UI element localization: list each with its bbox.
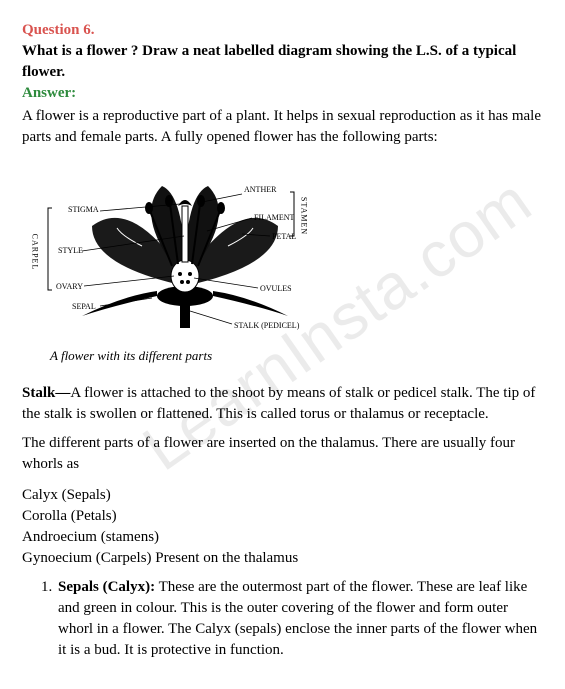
stalk-body: A flower is attached to the shoot by mea… bbox=[22, 385, 535, 422]
list-item-lead: Sepals (Calyx): bbox=[58, 579, 155, 595]
numbered-list: Sepals (Calyx): These are the outermost … bbox=[22, 577, 543, 661]
answer-label: Answer: bbox=[22, 83, 543, 104]
diagram-caption: A flower with its different parts bbox=[50, 347, 543, 365]
whorl-item: Calyx (Sepals) bbox=[22, 485, 543, 506]
label-carpel: CARPEL bbox=[31, 234, 40, 271]
whorl-item: Androecium (stamens) bbox=[22, 527, 543, 548]
label-anther: ANTHER bbox=[244, 185, 277, 194]
label-stamen: STAMEN bbox=[300, 197, 309, 235]
whorl-item: Corolla (Petals) bbox=[22, 506, 543, 527]
label-ovary: OVARY bbox=[56, 282, 83, 291]
label-stalk: STALK (PEDICEL) bbox=[234, 321, 300, 330]
label-filament: FILAMENT bbox=[254, 213, 295, 222]
stalk-lead: Stalk— bbox=[22, 385, 70, 401]
label-style: STYLE bbox=[58, 246, 83, 255]
question-text: What is a flower ? Draw a neat labelled … bbox=[22, 41, 543, 83]
label-petal: PETAL bbox=[272, 232, 296, 241]
flower-svg: STIGMA STYLE OVARY SEPAL ANTHER FILAMENT… bbox=[22, 156, 352, 336]
label-stigma: STIGMA bbox=[68, 205, 99, 214]
label-ovules: OVULES bbox=[260, 284, 292, 293]
intro-paragraph: A flower is a reproductive part of a pla… bbox=[22, 106, 543, 148]
label-sepal: SEPAL bbox=[72, 302, 96, 311]
flower-diagram: STIGMA STYLE OVARY SEPAL ANTHER FILAMENT… bbox=[22, 156, 543, 343]
list-item: Sepals (Calyx): These are the outermost … bbox=[56, 577, 543, 661]
whorls-list: Calyx (Sepals) Corolla (Petals) Androeci… bbox=[22, 485, 543, 569]
question-label: Question 6. bbox=[22, 20, 543, 41]
whorls-intro: The different parts of a flower are inse… bbox=[22, 433, 543, 475]
whorl-item: Gynoecium (Carpels) Present on the thala… bbox=[22, 548, 543, 569]
stalk-paragraph: Stalk—A flower is attached to the shoot … bbox=[22, 383, 543, 425]
